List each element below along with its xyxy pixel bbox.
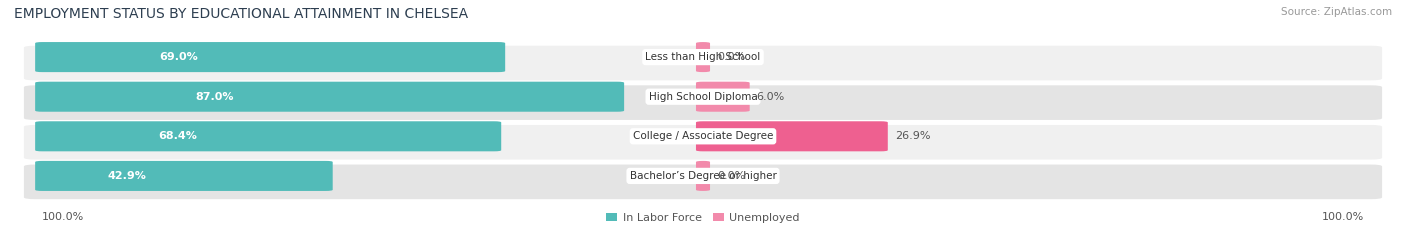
Text: Source: ZipAtlas.com: Source: ZipAtlas.com [1281, 7, 1392, 17]
FancyBboxPatch shape [696, 82, 749, 112]
Text: College / Associate Degree: College / Associate Degree [633, 131, 773, 141]
FancyBboxPatch shape [24, 85, 1382, 120]
FancyBboxPatch shape [35, 82, 624, 112]
Text: 42.9%: 42.9% [108, 171, 146, 181]
Text: 6.0%: 6.0% [756, 92, 785, 102]
Text: 69.0%: 69.0% [160, 52, 198, 62]
Text: EMPLOYMENT STATUS BY EDUCATIONAL ATTAINMENT IN CHELSEA: EMPLOYMENT STATUS BY EDUCATIONAL ATTAINM… [14, 7, 468, 21]
FancyBboxPatch shape [35, 161, 333, 191]
Text: 100.0%: 100.0% [42, 212, 84, 222]
Legend: In Labor Force, Unemployed: In Labor Force, Unemployed [602, 209, 804, 227]
Text: 68.4%: 68.4% [159, 131, 197, 141]
FancyBboxPatch shape [696, 121, 887, 151]
FancyBboxPatch shape [35, 42, 505, 72]
Text: 0.0%: 0.0% [717, 52, 745, 62]
FancyBboxPatch shape [24, 164, 1382, 199]
Text: 100.0%: 100.0% [1322, 212, 1364, 222]
Text: High School Diploma: High School Diploma [648, 92, 758, 102]
FancyBboxPatch shape [696, 42, 710, 72]
Text: Less than High School: Less than High School [645, 52, 761, 62]
FancyBboxPatch shape [696, 161, 710, 191]
FancyBboxPatch shape [35, 121, 501, 151]
Text: Bachelor’s Degree or higher: Bachelor’s Degree or higher [630, 171, 776, 181]
Text: 0.0%: 0.0% [717, 171, 745, 181]
FancyBboxPatch shape [24, 46, 1382, 80]
Text: 87.0%: 87.0% [195, 92, 233, 102]
FancyBboxPatch shape [24, 125, 1382, 160]
Text: 26.9%: 26.9% [894, 131, 931, 141]
